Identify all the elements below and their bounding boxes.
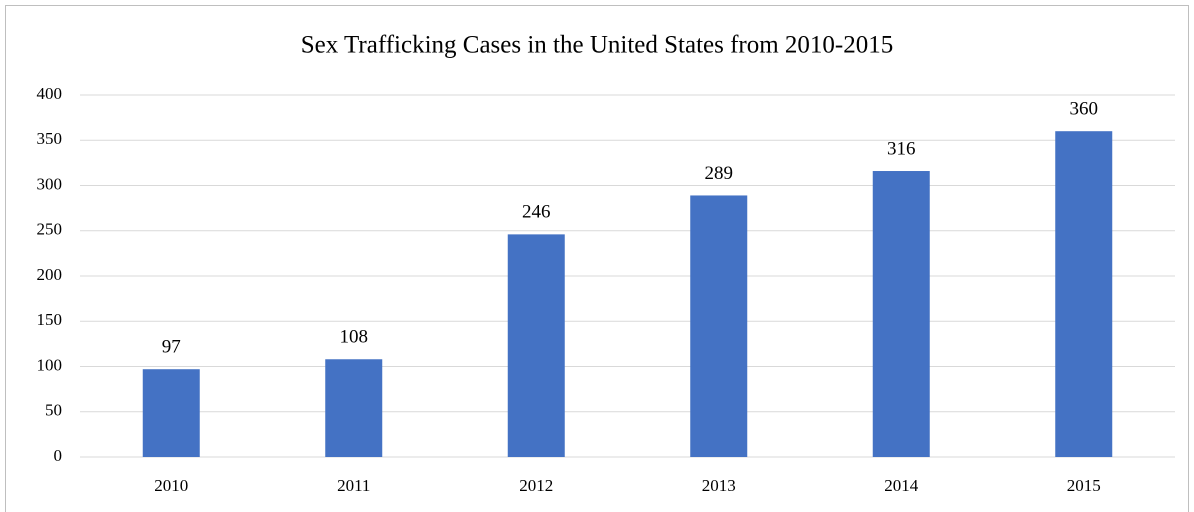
data-label: 246	[522, 202, 551, 223]
y-tick-label: 50	[45, 401, 62, 420]
y-tick-label: 150	[37, 310, 63, 329]
bar	[1055, 131, 1113, 457]
y-tick-label: 200	[37, 265, 63, 284]
x-tick-label: 2011	[337, 476, 370, 495]
x-tick-label: 2012	[519, 476, 553, 495]
chart-border	[5, 5, 1189, 512]
y-tick-label: 250	[37, 220, 63, 239]
bar	[507, 234, 565, 457]
chart-title: Sex Trafficking Cases in the United Stat…	[301, 32, 894, 59]
data-label: 289	[705, 163, 734, 184]
y-tick-label: 300	[37, 174, 63, 193]
x-tick-label: 2015	[1067, 476, 1101, 495]
data-label: 108	[340, 327, 369, 348]
y-tick-label: 400	[37, 84, 63, 103]
bar	[690, 195, 748, 457]
y-tick-label: 0	[54, 446, 63, 465]
data-label: 97	[162, 337, 181, 358]
y-tick-label: 350	[37, 129, 63, 148]
bar	[325, 359, 383, 457]
bar	[872, 171, 930, 457]
x-tick-label: 2013	[702, 476, 736, 495]
bar	[142, 369, 200, 457]
data-label: 360	[1070, 99, 1099, 120]
y-tick-label: 100	[37, 355, 63, 374]
x-tick-label: 2014	[884, 476, 919, 495]
data-label: 316	[887, 138, 916, 159]
x-tick-label: 2010	[154, 476, 188, 495]
